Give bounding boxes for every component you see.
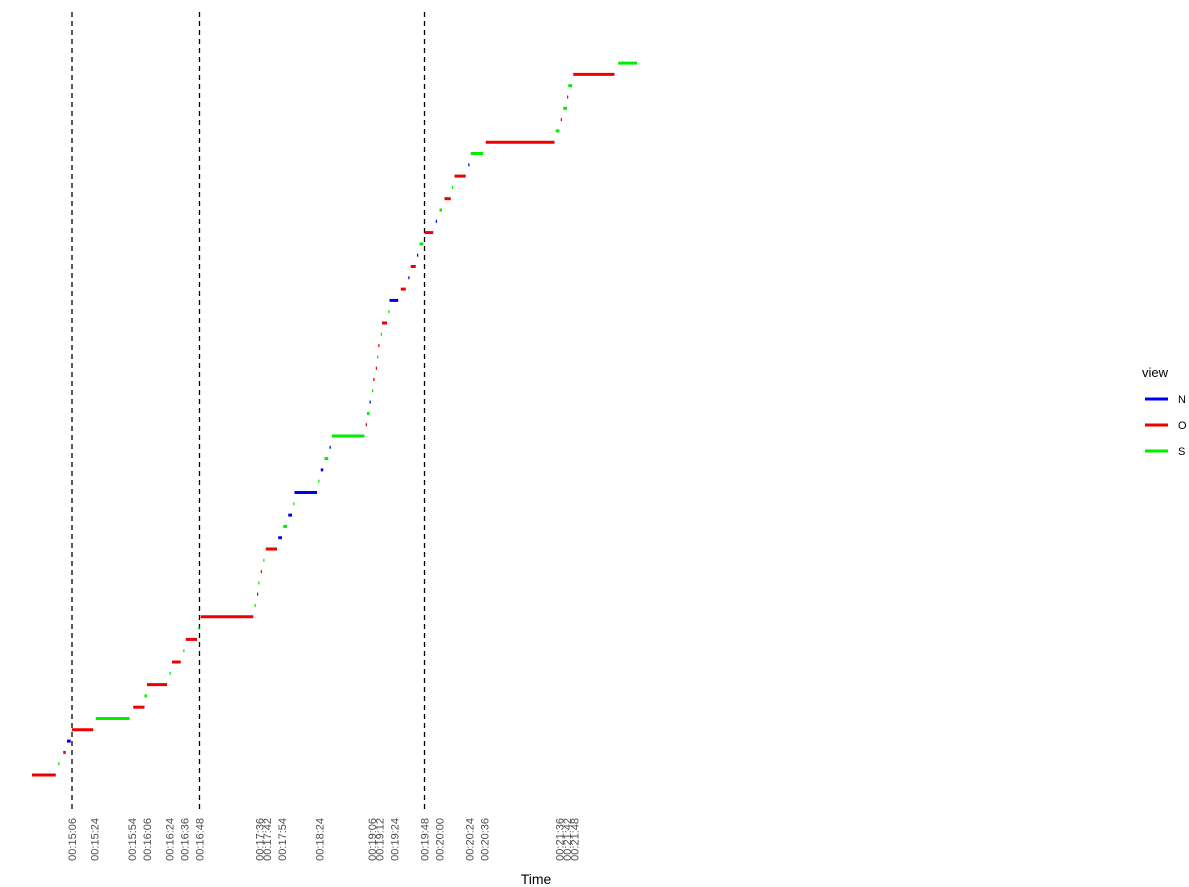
legend-entry-N: N xyxy=(1145,394,1186,406)
legend-label: S xyxy=(1178,446,1185,458)
legend-label: O xyxy=(1178,420,1187,432)
x-tick-label: 00:17:54 xyxy=(277,818,289,861)
legend-entry-S: S xyxy=(1145,446,1185,458)
x-tick-label: 00:19:12 xyxy=(375,818,387,861)
view-segments xyxy=(32,61,637,777)
x-tick-label: 00:21:42 xyxy=(562,818,574,861)
x-axis-tick-labels: 00:15:06 00:15:24 00:15:54 00:16:06 00:16:24… xyxy=(67,818,582,861)
x-tick-label: 00:16:36 xyxy=(180,818,192,861)
x-tick-label: 00:20:24 xyxy=(465,818,477,861)
x-tick-label: 00:19:24 xyxy=(390,818,402,861)
x-tick-label: 00:15:06 xyxy=(67,818,79,861)
x-tick-label: 00:16:06 xyxy=(142,818,154,861)
x-tick-label: 00:17:42 xyxy=(262,818,274,861)
x-tick-label: 00:15:54 xyxy=(127,818,139,861)
x-tick-label: 00:19:48 xyxy=(420,818,432,861)
x-tick-label: 00:21:48 xyxy=(570,818,582,861)
legend-label: N xyxy=(1178,394,1186,406)
x-tick-label: 00:16:48 xyxy=(195,818,207,861)
x-axis-title: Time xyxy=(521,871,552,887)
x-tick-label: 00:20:36 xyxy=(480,818,492,861)
x-tick-label: 00:15:24 xyxy=(90,818,102,861)
x-tick-label: 00:20:00 xyxy=(435,818,447,861)
x-tick-label: 00:19:06 xyxy=(367,818,379,861)
x-tick-label: 00:16:24 xyxy=(165,818,177,861)
legend-entries: N O S xyxy=(1145,394,1187,458)
legend: view N O S xyxy=(1142,365,1187,458)
legend-entry-O: O xyxy=(1145,420,1187,432)
x-tick-label: 00:17:36 xyxy=(255,818,267,861)
reference-lines xyxy=(71,12,426,812)
x-tick-label: 00:18:24 xyxy=(315,818,327,861)
legend-title: view xyxy=(1142,365,1169,380)
x-tick-label: 00:21:36 xyxy=(555,818,567,861)
